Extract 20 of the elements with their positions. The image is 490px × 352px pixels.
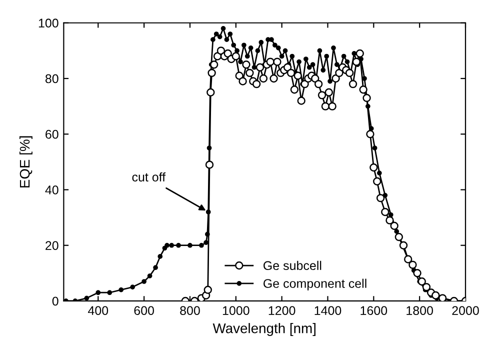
- x-tick-label: 1600: [360, 306, 388, 316]
- x-tick-label: 800: [180, 306, 200, 316]
- annotation: cut off: [132, 172, 166, 182]
- x-axis-title: Wavelength [nm]: [212, 323, 316, 336]
- x-tick-label: 1200: [268, 306, 296, 316]
- x-tick-label: 1000: [222, 306, 250, 316]
- y-tick-label: 20: [46, 241, 58, 250]
- y-tick-label: 80: [45, 74, 58, 84]
- legend-label: Ge component cell: [264, 278, 366, 290]
- x-tick-label: 2000: [452, 306, 479, 316]
- legend-label: Ge subcell: [264, 260, 322, 270]
- y-tick-label: 40: [45, 186, 58, 194]
- x-tick-label: 600: [134, 306, 154, 316]
- x-tick-label: 400: [88, 306, 108, 316]
- y-tick-label: 100: [38, 18, 58, 28]
- x-tick-label: 1800: [406, 306, 433, 316]
- y-tick-label: 60: [46, 130, 58, 139]
- y-tick-label: 0: [52, 296, 58, 306]
- x-tick-label: 1400: [314, 306, 342, 316]
- y-axis-title: EQE [%]: [19, 136, 32, 188]
